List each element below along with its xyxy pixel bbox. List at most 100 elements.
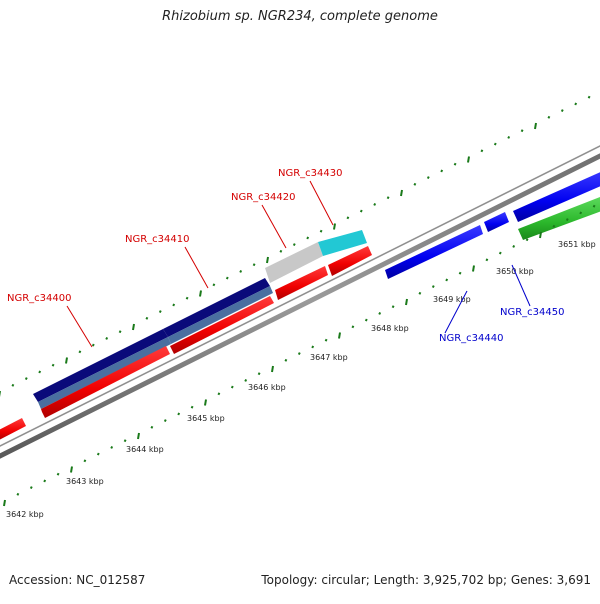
scale-label: 3648 kbp: [371, 324, 409, 333]
tick-outer-minor: [453, 162, 457, 166]
tick-outer-major: [65, 357, 68, 364]
gene-ngr-c34450-green[interactable]: [518, 195, 600, 240]
tick-inner-minor: [190, 405, 194, 409]
tick-inner-major: [137, 432, 140, 440]
tick-inner-major: [3, 499, 6, 507]
scale-label: 3646 kbp: [248, 383, 286, 392]
tick-inner-minor: [217, 392, 221, 396]
tick-inner-minor: [311, 345, 315, 349]
gene-ngr-c34400-cds[interactable]: [33, 329, 168, 402]
gene-label[interactable]: NGR_c34410: [125, 234, 190, 245]
scale-label: 3642 kbp: [6, 510, 44, 519]
tick-outer-major: [199, 290, 202, 297]
accession-text: Accession: NC_012587: [9, 573, 146, 587]
tick-inner-minor: [498, 251, 502, 255]
backbone-line-upper: [0, 153, 600, 459]
tick-outer-minor: [507, 135, 511, 139]
tick-outer-minor: [319, 229, 323, 233]
tick-outer-minor: [279, 249, 283, 253]
tick-inner-minor: [29, 486, 33, 490]
tick-outer-minor: [172, 303, 176, 307]
scale-label: 3643 kbp: [66, 477, 104, 486]
gene-label[interactable]: NGR_c34400: [7, 293, 72, 304]
gene-labels: NGR_c34400 NGR_c34410 NGR_c34420 NGR_c34430…: [7, 168, 565, 348]
gene-ngr-c34420-cds[interactable]: [265, 242, 323, 283]
tick-outer-major: [467, 156, 470, 163]
tick-outer-minor: [440, 169, 444, 173]
tick-inner-minor: [351, 325, 355, 329]
tick-outer-minor: [24, 377, 28, 381]
tick-inner-minor: [552, 224, 556, 228]
tick-outer-minor: [11, 383, 15, 387]
gene-ngr-c34420-arrow[interactable]: [275, 266, 328, 300]
backbone-line-lower: [0, 145, 600, 447]
tick-inner-minor: [431, 285, 435, 289]
tick-outer-minor: [547, 115, 551, 119]
gene-label-leader: [261, 204, 287, 249]
tick-outer-minor: [118, 330, 122, 334]
tick-outer-minor: [91, 343, 95, 347]
gene-label-leader: [184, 246, 209, 289]
gene-label[interactable]: NGR_c34440: [439, 333, 504, 344]
scale-label: 3645 kbp: [187, 414, 225, 423]
tick-outer-minor: [252, 263, 256, 267]
tick-inner-minor: [378, 311, 382, 315]
gene-ngr-c34450-arrow[interactable]: [513, 170, 600, 222]
tick-inner-minor: [485, 258, 489, 262]
tick-inner-minor: [324, 338, 328, 342]
tick-outer-minor: [225, 276, 229, 280]
tick-outer-minor: [386, 196, 390, 200]
tick-outer-major: [333, 223, 336, 230]
tick-outer-minor: [426, 176, 430, 180]
tick-inner-minor: [110, 445, 114, 449]
tick-inner-minor: [123, 439, 127, 443]
gene-label-leader: [309, 180, 334, 226]
tick-inner-minor: [364, 318, 368, 322]
tick-outer-minor: [38, 370, 42, 374]
tick-inner-minor: [16, 492, 20, 496]
page-title: Rhizobium sp. NGR234, complete genome: [162, 9, 438, 24]
tick-inner-minor: [565, 218, 569, 222]
tick-outer-minor: [520, 129, 524, 133]
gene-ngr-c34410-cds[interactable]: [163, 278, 270, 337]
gene-ngr-c34440-arrow-head[interactable]: [484, 212, 509, 232]
tick-inner-minor: [96, 452, 100, 456]
tick-outer-minor: [480, 149, 484, 153]
tick-outer-minor: [560, 109, 564, 113]
tick-outer-minor: [51, 363, 55, 367]
tick-row-inner: [3, 204, 596, 507]
tick-inner-minor: [445, 278, 449, 282]
gene-label[interactable]: NGR_c34420: [231, 192, 296, 203]
gene-ngr-c34440-arrow[interactable]: [385, 225, 483, 279]
tick-inner-minor: [592, 204, 596, 208]
genome-summary-text: Topology: circular; Length: 3,925,702 bp…: [261, 573, 591, 587]
tick-inner-minor: [56, 472, 60, 476]
tick-outer-minor: [185, 296, 189, 300]
gene-ngr-c34430-arrow[interactable]: [328, 246, 372, 276]
tick-outer-minor: [574, 102, 578, 106]
tick-inner-major: [204, 399, 207, 406]
gene-ngr-c34400-arrow[interactable]: [41, 346, 170, 418]
tick-inner-minor: [43, 479, 47, 483]
gene-partial-left-arrow[interactable]: [0, 418, 26, 440]
tick-outer-major: [266, 256, 269, 264]
gene-label[interactable]: NGR_c34450: [500, 307, 565, 318]
tick-inner-minor: [230, 385, 234, 389]
gene-label[interactable]: NGR_c34430: [278, 168, 343, 179]
tick-outer-minor: [158, 310, 162, 314]
tick-inner-major: [472, 265, 475, 272]
gene-ngr-c34430-cds[interactable]: [318, 230, 367, 256]
tick-inner-major: [405, 298, 408, 306]
tick-outer-minor: [413, 182, 417, 186]
tick-outer-minor: [493, 142, 497, 146]
tick-inner-minor: [579, 211, 583, 215]
backbone: [0, 145, 600, 459]
tick-inner-minor: [177, 412, 181, 416]
tick-inner-minor: [418, 291, 422, 295]
tick-inner-minor: [150, 425, 154, 429]
gene-track: [0, 170, 600, 440]
tick-outer-minor: [359, 209, 363, 213]
tick-inner-minor: [244, 378, 248, 382]
gene-ngr-c34410-arrow[interactable]: [170, 296, 274, 354]
